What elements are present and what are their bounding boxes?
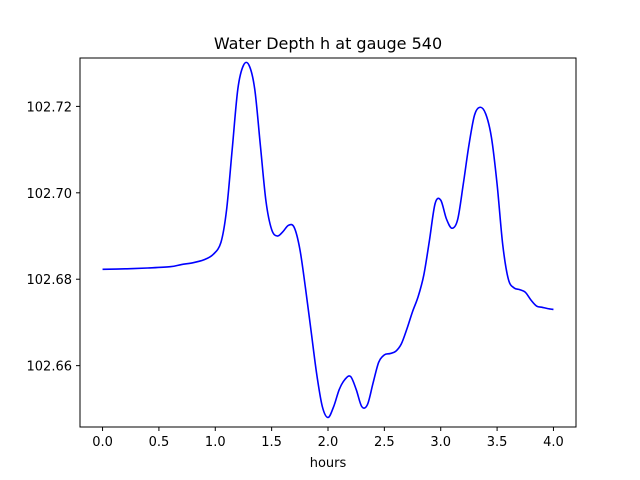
- x-tick-label: 2.0: [318, 435, 339, 450]
- plot-area: [102, 61, 554, 419]
- x-tick-label: 0.5: [149, 435, 170, 450]
- y-tick-label: 102.72: [27, 100, 73, 115]
- y-tick-label: 102.68: [27, 273, 73, 288]
- chart-title: Water Depth h at gauge 540: [214, 34, 442, 53]
- y-tick-label: 102.70: [27, 187, 73, 202]
- x-tick-label: 3.0: [430, 435, 451, 450]
- y-axis-ticks: 102.66 102.68 102.70 102.72: [27, 100, 80, 375]
- x-tick-label: 4.0: [543, 435, 564, 450]
- y-tick-label: 102.66: [27, 360, 73, 375]
- x-tick-label: 0.0: [92, 435, 113, 450]
- plot-frame: [79, 57, 577, 428]
- x-axis-label: hours: [310, 456, 347, 471]
- x-axis-ticks: 0.0 0.5 1.0 1.5 2.0 2.5 3.0 3.5 4.0: [92, 427, 564, 450]
- x-tick-label: 3.5: [487, 435, 508, 450]
- x-tick-label: 1.0: [205, 435, 226, 450]
- series-line: [102, 61, 554, 419]
- x-tick-label: 2.5: [374, 435, 395, 450]
- x-tick-label: 1.5: [261, 435, 282, 450]
